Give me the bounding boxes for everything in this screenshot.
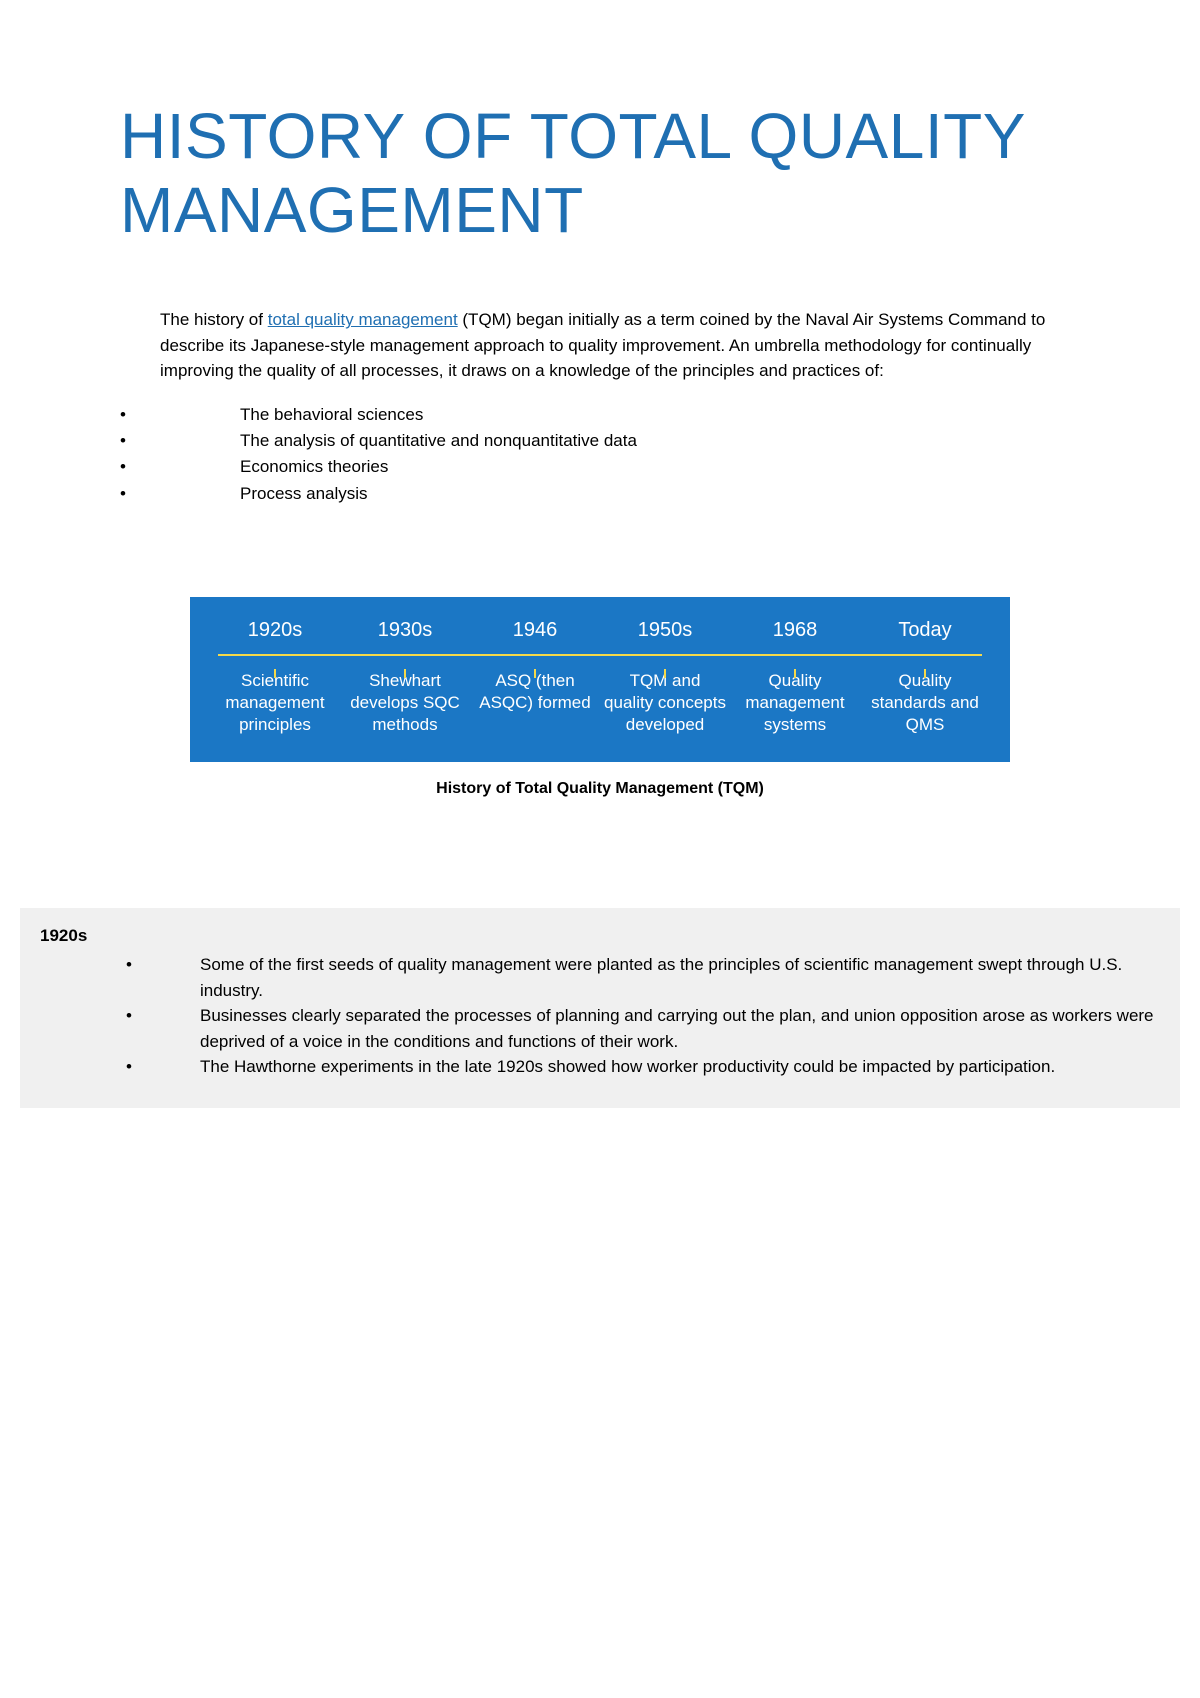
timeline-item: 1930s Shewhart develops SQC methods	[340, 619, 470, 736]
timeline-tick	[274, 669, 276, 678]
timeline-item: 1946 ASQ (then ASQC) formed	[470, 619, 600, 736]
list-item: Economics theories	[120, 454, 1080, 480]
timeline-year: 1968	[734, 619, 856, 642]
list-item: The Hawthorne experiments in the late 19…	[40, 1054, 1160, 1080]
timeline-item: Today Quality standards and QMS	[860, 619, 990, 736]
timeline-desc: Shewhart develops SQC methods	[344, 670, 466, 736]
timeline-year: Today	[864, 619, 986, 642]
decade-list: Some of the first seeds of quality manag…	[40, 952, 1160, 1080]
timeline-desc: TQM and quality concepts developed	[604, 670, 726, 736]
timeline-year: 1930s	[344, 619, 466, 642]
timeline-tick	[924, 669, 926, 678]
list-item: Process analysis	[120, 481, 1080, 507]
timeline-desc: Scientific management principles	[214, 670, 336, 736]
intro-paragraph: The history of total quality management …	[160, 307, 1080, 384]
list-item: Businesses clearly separated the process…	[40, 1003, 1160, 1054]
decade-box: 1920s Some of the first seeds of quality…	[20, 908, 1180, 1108]
timeline-container: 1920s Scientific management principles 1…	[190, 597, 1010, 798]
timeline: 1920s Scientific management principles 1…	[190, 597, 1010, 762]
page-title: HISTORY OF TOTAL QUALITY MANAGEMENT	[120, 100, 1080, 247]
timeline-year: 1920s	[214, 619, 336, 642]
timeline-item: 1950s TQM and quality concepts developed	[600, 619, 730, 736]
timeline-desc: Quality management systems	[734, 670, 856, 736]
document-page: HISTORY OF TOTAL QUALITY MANAGEMENT The …	[0, 0, 1200, 1168]
list-item: The behavioral sciences	[120, 402, 1080, 428]
timeline-tick	[664, 669, 666, 678]
timeline-item: 1920s Scientific management principles	[210, 619, 340, 736]
decade-title: 1920s	[40, 926, 1160, 946]
timeline-caption: History of Total Quality Management (TQM…	[190, 780, 1010, 798]
timeline-tick	[404, 669, 406, 678]
list-item: Some of the first seeds of quality manag…	[40, 952, 1160, 1003]
timeline-item: 1968 Quality management systems	[730, 619, 860, 736]
list-item: The analysis of quantitative and nonquan…	[120, 428, 1080, 454]
timeline-desc: Quality standards and QMS	[864, 670, 986, 736]
timeline-tick	[534, 669, 536, 678]
intro-prefix: The history of	[160, 310, 268, 329]
timeline-tick	[794, 669, 796, 678]
principles-list: The behavioral sciences The analysis of …	[120, 402, 1080, 507]
tqm-link[interactable]: total quality management	[268, 310, 458, 329]
timeline-year: 1950s	[604, 619, 726, 642]
timeline-year: 1946	[474, 619, 596, 642]
